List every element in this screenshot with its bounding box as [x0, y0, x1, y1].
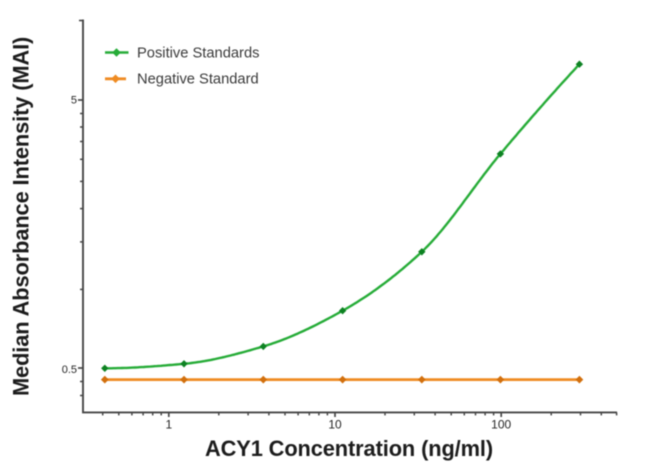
svg-text:0.5: 0.5	[62, 364, 77, 376]
svg-text:Negative Standard: Negative Standard	[137, 72, 259, 88]
svg-text:Positive Standards: Positive Standards	[137, 46, 259, 62]
svg-text:1: 1	[165, 418, 172, 432]
svg-text:10: 10	[328, 418, 342, 432]
svg-text:5: 5	[71, 95, 77, 107]
svg-text:100: 100	[491, 418, 511, 432]
svg-text:Median Absorbance Intensity (M: Median Absorbance Intensity (MAI)	[9, 37, 34, 396]
svg-text:ACY1 Concentration (ng/ml): ACY1 Concentration (ng/ml)	[205, 436, 493, 461]
